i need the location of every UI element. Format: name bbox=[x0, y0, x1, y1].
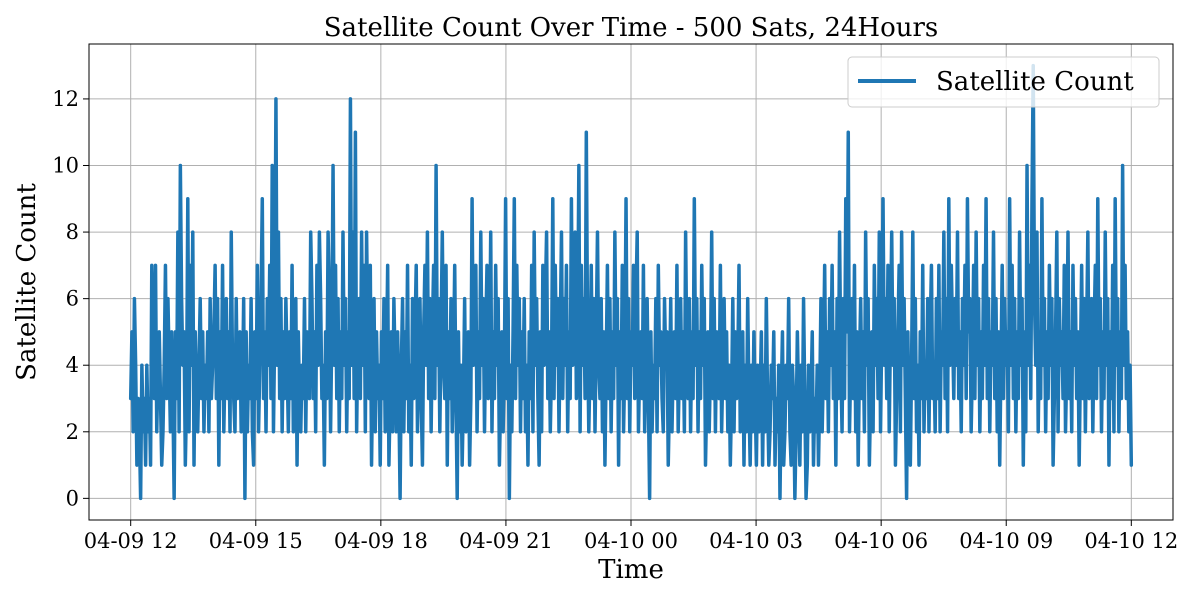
y-tick-label: 4 bbox=[66, 353, 79, 377]
x-tick-label: 04-10 00 bbox=[584, 529, 678, 553]
x-tick-label: 04-10 12 bbox=[1084, 529, 1178, 553]
x-axis-label: Time bbox=[598, 555, 664, 585]
x-tick-label: 04-10 06 bbox=[834, 529, 928, 553]
axis-ticks: 04-09 12 04-09 15 04-09 18 04-09 21 04-10 00… bbox=[52, 87, 1178, 553]
x-tick-label: 04-09 18 bbox=[334, 529, 428, 553]
chart-title: Satellite Count Over Time - 500 Sats, 24… bbox=[324, 13, 939, 43]
y-tick-label: 6 bbox=[66, 287, 79, 311]
x-tick-label: 04-10 09 bbox=[959, 529, 1053, 553]
legend-box bbox=[847, 56, 1160, 108]
series-line-satellite-count bbox=[128, 63, 1134, 501]
series-layer bbox=[128, 63, 1134, 501]
y-axis-label: Satellite Count bbox=[12, 183, 42, 381]
legend: Satellite Count bbox=[847, 56, 1160, 108]
y-tick-label: 0 bbox=[66, 486, 79, 510]
x-tick-label: 04-09 15 bbox=[209, 529, 303, 553]
y-tick-label: 10 bbox=[52, 153, 79, 177]
x-tick-label: 04-10 03 bbox=[709, 529, 803, 553]
x-tick-label: 04-09 21 bbox=[459, 529, 553, 553]
legend-entry-satellite-count: Satellite Count bbox=[936, 67, 1134, 97]
y-tick-label: 2 bbox=[66, 420, 79, 444]
y-tick-label: 12 bbox=[52, 87, 79, 111]
y-tick-label: 8 bbox=[66, 220, 79, 244]
x-tick-label: 04-09 12 bbox=[84, 529, 178, 553]
